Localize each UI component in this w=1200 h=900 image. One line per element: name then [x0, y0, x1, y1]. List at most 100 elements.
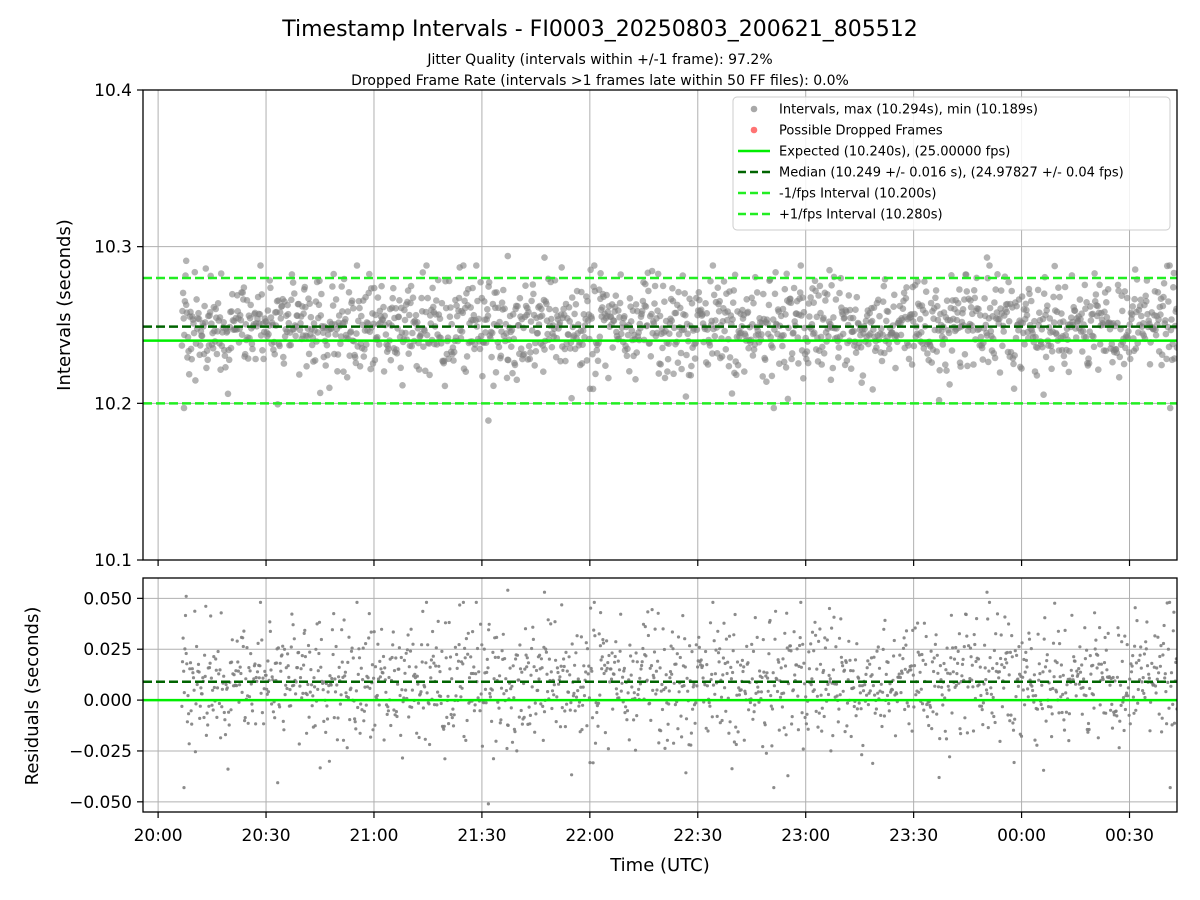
- data-point: [616, 299, 624, 307]
- data-point: [984, 678, 988, 682]
- data-point: [1064, 691, 1068, 695]
- data-point: [424, 661, 428, 665]
- data-point: [319, 665, 323, 669]
- data-point: [472, 665, 476, 669]
- data-point: [678, 655, 682, 660]
- data-point: [258, 664, 262, 668]
- data-point: [830, 314, 837, 321]
- data-point: [406, 633, 410, 637]
- data-point: [1080, 663, 1084, 667]
- data-point: [724, 637, 729, 641]
- data-point: [1053, 601, 1057, 605]
- data-point: [817, 711, 821, 715]
- data-point: [554, 720, 558, 724]
- data-point: [324, 331, 332, 338]
- data-point: [657, 361, 664, 368]
- data-point: [370, 663, 374, 667]
- data-point: [866, 659, 870, 663]
- data-point: [1061, 283, 1069, 291]
- data-point: [985, 358, 992, 366]
- data-point: [943, 367, 950, 374]
- data-point: [598, 693, 602, 697]
- data-point: [649, 664, 654, 668]
- data-point: [408, 649, 413, 653]
- data-point: [447, 304, 454, 311]
- data-point: [1055, 661, 1059, 665]
- data-point: [1050, 735, 1054, 739]
- data-point: [363, 685, 367, 689]
- data-point: [555, 666, 560, 670]
- data-point: [434, 646, 438, 650]
- data-point: [350, 646, 354, 650]
- data-point: [539, 657, 544, 661]
- data-point: [763, 723, 767, 727]
- data-point: [770, 744, 774, 748]
- data-point: [855, 707, 860, 711]
- data-point: [986, 617, 990, 621]
- data-point: [941, 703, 945, 707]
- data-point: [852, 306, 859, 314]
- data-point: [609, 667, 613, 671]
- data-point: [460, 686, 464, 690]
- data-point: [305, 693, 309, 697]
- data-point: [531, 625, 535, 629]
- data-point: [197, 342, 204, 349]
- data-point: [447, 722, 451, 726]
- data-point: [335, 683, 339, 687]
- data-point: [971, 729, 976, 733]
- data-point: [779, 342, 786, 350]
- data-point: [1015, 326, 1022, 334]
- data-point: [983, 254, 991, 261]
- data-point: [367, 612, 371, 616]
- data-point: [914, 693, 918, 697]
- data-point: [347, 635, 351, 639]
- data-point: [546, 305, 553, 313]
- data-point: [1051, 262, 1058, 270]
- data-point: [741, 669, 745, 674]
- data-point: [622, 669, 626, 673]
- data-point: [1058, 310, 1065, 317]
- data-point: [853, 658, 858, 662]
- data-point: [943, 297, 951, 305]
- data-point: [647, 353, 655, 360]
- data-point: [1132, 345, 1140, 352]
- data-point: [395, 313, 403, 321]
- data-point: [271, 350, 279, 358]
- data-point: [875, 649, 879, 653]
- data-point: [1021, 688, 1025, 692]
- data-point: [559, 664, 563, 668]
- data-point: [404, 688, 408, 692]
- x-tick-label: 22:00: [565, 826, 614, 846]
- data-point: [344, 308, 352, 315]
- data-point: [315, 301, 323, 309]
- data-point: [839, 330, 847, 338]
- data-point: [1014, 695, 1018, 699]
- data-point: [876, 645, 880, 649]
- data-point: [666, 330, 673, 338]
- data-point: [382, 738, 386, 742]
- data-point: [567, 345, 574, 352]
- data-point: [928, 705, 933, 709]
- data-point: [485, 417, 492, 424]
- data-point: [198, 704, 202, 708]
- data-point: [648, 666, 652, 670]
- data-point: [326, 690, 330, 694]
- data-point: [654, 270, 662, 278]
- data-point: [1085, 360, 1093, 367]
- data-point: [962, 271, 970, 279]
- data-point: [292, 683, 296, 687]
- data-point: [560, 603, 564, 607]
- data-point: [1125, 328, 1132, 335]
- data-point: [316, 389, 324, 397]
- data-point: [649, 718, 653, 723]
- data-point: [587, 696, 592, 700]
- data-point: [625, 709, 630, 713]
- data-point: [558, 264, 565, 271]
- data-point: [665, 738, 670, 742]
- data-point: [261, 676, 265, 680]
- data-point: [1022, 300, 1030, 308]
- data-point: [621, 675, 625, 679]
- data-point: [385, 345, 392, 353]
- data-point: [1101, 308, 1108, 316]
- data-point: [936, 671, 940, 675]
